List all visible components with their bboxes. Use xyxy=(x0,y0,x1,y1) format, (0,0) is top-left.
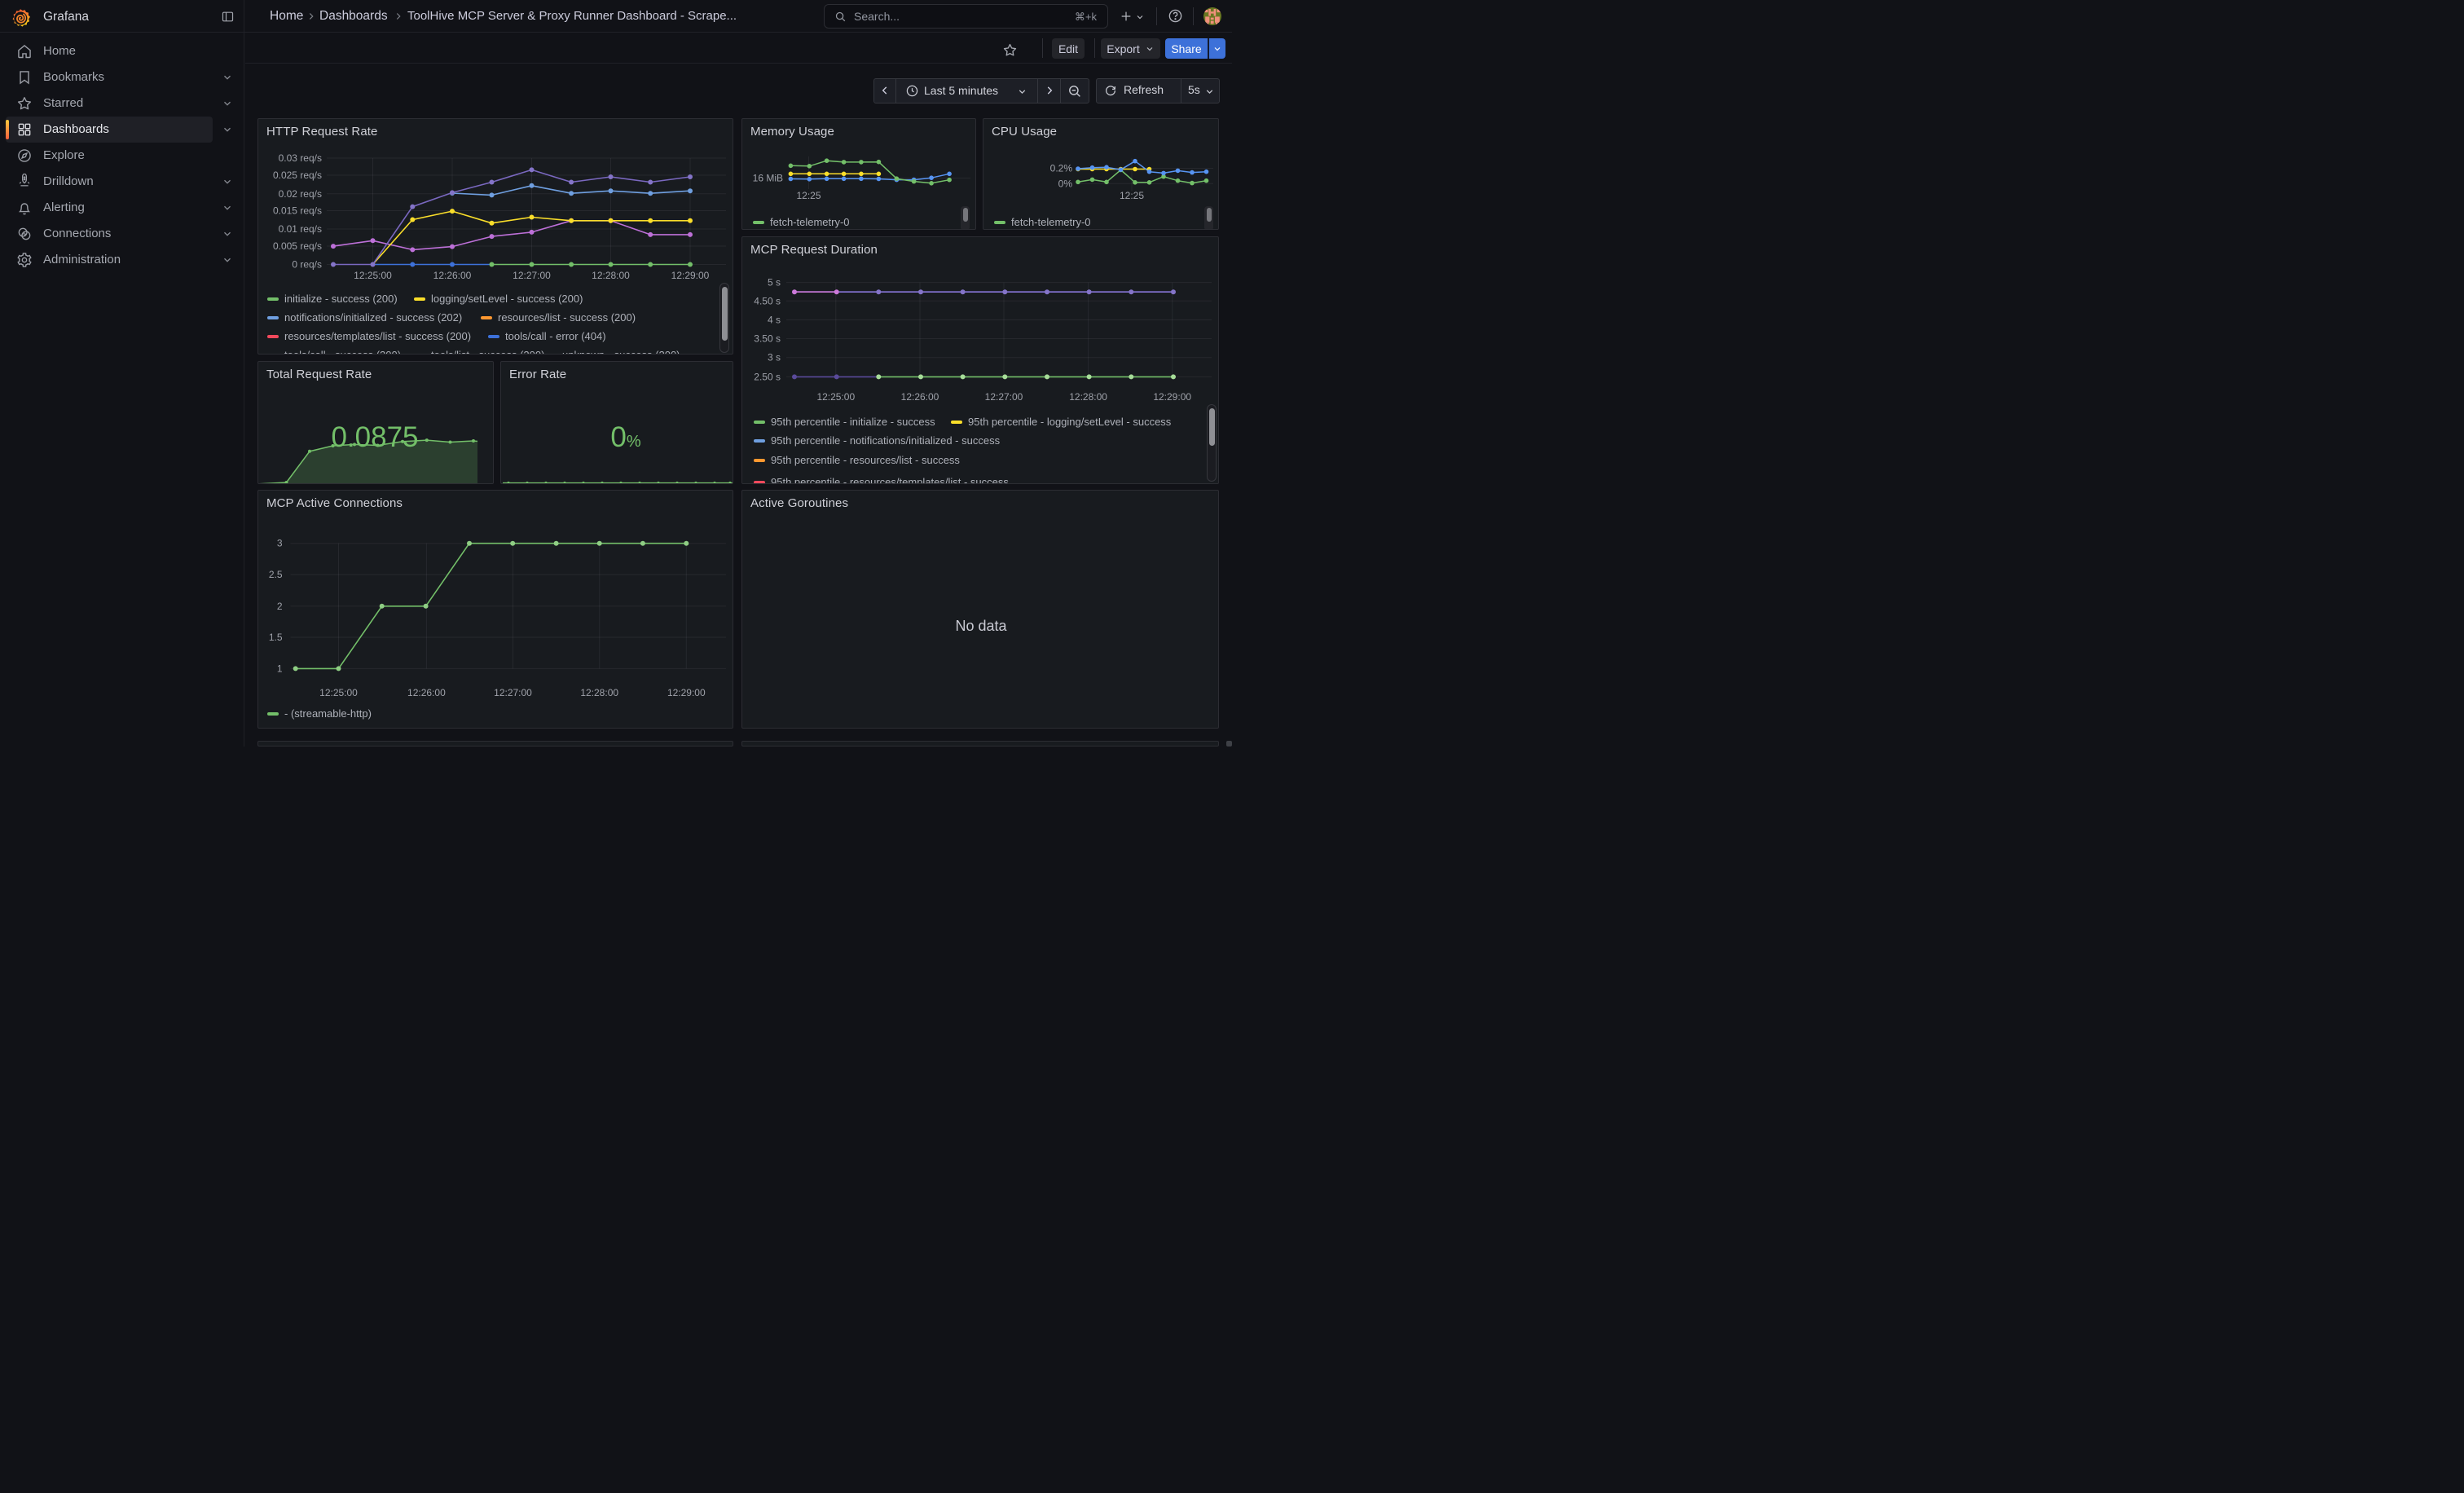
svg-text:12:27:00: 12:27:00 xyxy=(513,270,551,281)
svg-text:12:26:00: 12:26:00 xyxy=(407,687,446,698)
svg-text:3.50 s: 3.50 s xyxy=(754,333,781,345)
svg-text:3: 3 xyxy=(277,538,283,549)
svg-text:12:29:00: 12:29:00 xyxy=(667,687,706,698)
svg-text:12:26:00: 12:26:00 xyxy=(433,270,472,281)
svg-text:0.03 req/s: 0.03 req/s xyxy=(279,152,322,164)
svg-text:0.01 req/s: 0.01 req/s xyxy=(279,223,322,235)
svg-text:12:25:00: 12:25:00 xyxy=(319,687,358,698)
svg-text:2.5: 2.5 xyxy=(269,569,283,580)
svg-text:12:25:00: 12:25:00 xyxy=(354,270,392,281)
svg-text:12:25:00: 12:25:00 xyxy=(816,391,855,403)
svg-text:0 req/s: 0 req/s xyxy=(292,259,322,271)
svg-text:1.5: 1.5 xyxy=(269,632,283,643)
svg-text:12:28:00: 12:28:00 xyxy=(1069,391,1107,403)
svg-text:2.50 s: 2.50 s xyxy=(754,371,781,382)
svg-text:5 s: 5 s xyxy=(768,277,781,288)
svg-text:2: 2 xyxy=(277,601,283,612)
svg-text:3 s: 3 s xyxy=(768,352,781,363)
svg-text:4.50 s: 4.50 s xyxy=(754,295,781,306)
svg-text:0.2%: 0.2% xyxy=(1050,163,1073,174)
svg-text:12:29:00: 12:29:00 xyxy=(671,270,710,281)
svg-text:12:26:00: 12:26:00 xyxy=(901,391,939,403)
svg-text:12:25: 12:25 xyxy=(1120,190,1144,201)
svg-text:1: 1 xyxy=(277,663,283,674)
svg-text:0%: 0% xyxy=(1058,178,1073,189)
svg-text:0.005 req/s: 0.005 req/s xyxy=(273,240,322,252)
svg-text:12:29:00: 12:29:00 xyxy=(1153,391,1191,403)
svg-text:12:28:00: 12:28:00 xyxy=(580,687,618,698)
svg-text:12:27:00: 12:27:00 xyxy=(494,687,532,698)
svg-text:12:27:00: 12:27:00 xyxy=(985,391,1023,403)
svg-text:0.025 req/s: 0.025 req/s xyxy=(273,170,322,181)
svg-text:4 s: 4 s xyxy=(768,315,781,326)
svg-text:16 MiB: 16 MiB xyxy=(753,173,783,184)
svg-text:0.02 req/s: 0.02 req/s xyxy=(279,188,322,200)
svg-text:12:25: 12:25 xyxy=(796,190,821,201)
svg-text:12:28:00: 12:28:00 xyxy=(592,270,630,281)
svg-text:0.015 req/s: 0.015 req/s xyxy=(273,205,322,217)
